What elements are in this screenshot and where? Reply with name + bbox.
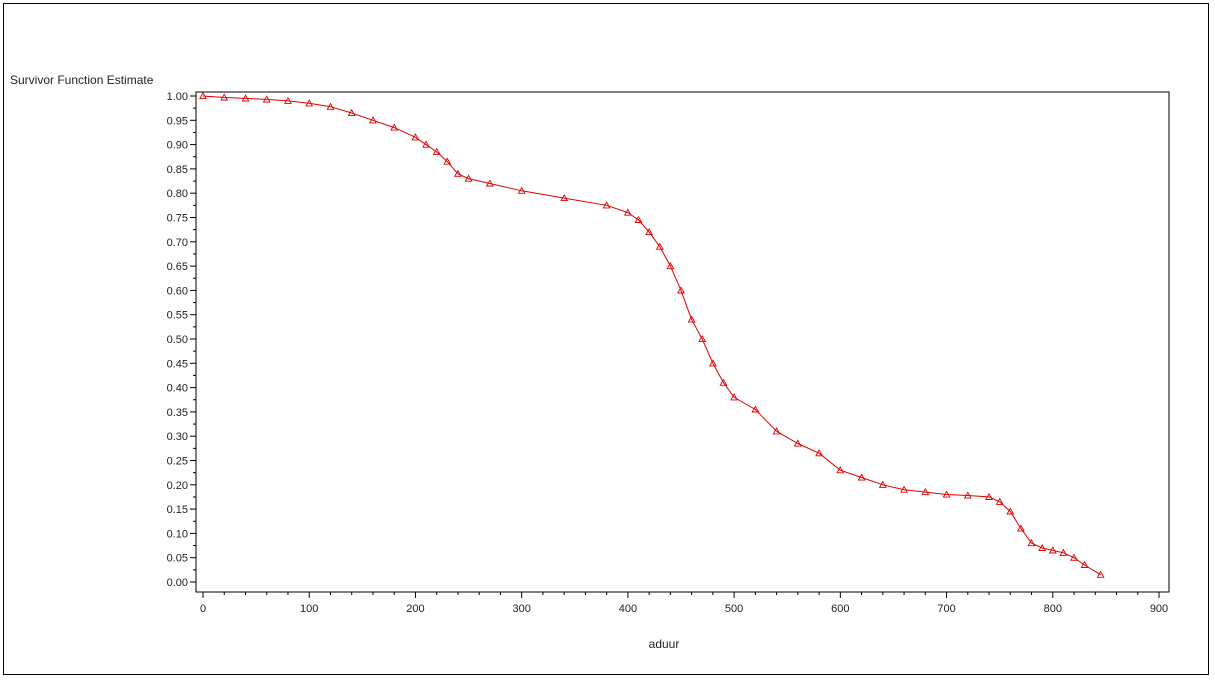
- y-tick-label: 0.65: [167, 261, 188, 273]
- y-tick-label: 1.00: [167, 91, 188, 103]
- data-point-marker: [751, 405, 760, 413]
- figure-frame: Survivor Function Estimate 0.00 0.05 0.10 0…: [3, 3, 1209, 675]
- y-axis: 0.00 0.05 0.10 0.15 0.20 0.25 0.30 0.35 0.40 0.45…: [167, 91, 196, 589]
- data-point-marker: [698, 334, 707, 343]
- x-axis: 0 100 200 300 400 500 600 700 800 900: [200, 592, 1168, 615]
- x-tick-label: 900: [1150, 603, 1168, 615]
- y-tick-label: 0.30: [167, 431, 188, 443]
- data-point-marker: [305, 99, 314, 107]
- y-tick-label: 0.25: [167, 456, 188, 468]
- x-tick-label: 300: [512, 603, 530, 615]
- data-point-marker: [241, 94, 250, 102]
- data-point-marker: [921, 487, 930, 496]
- data-point-marker: [390, 123, 399, 131]
- survival-chart: Survivor Function Estimate 0.000.050.100…: [10, 73, 1170, 651]
- data-point-marker: [1070, 553, 1078, 561]
- x-tick-label: 400: [619, 603, 637, 615]
- y-tick-label: 0.60: [167, 285, 188, 297]
- data-point-marker: [1006, 507, 1015, 515]
- y-tick-label: 0.00: [167, 577, 188, 589]
- x-tick-label: 600: [831, 603, 849, 615]
- data-point-marker: [645, 227, 654, 236]
- data-point-marker: [602, 201, 611, 209]
- data-point-marker: [284, 96, 292, 104]
- data-point-marker: [857, 473, 866, 481]
- data-point-marker: [220, 93, 229, 101]
- y-tick-label: 0.40: [167, 383, 188, 395]
- y-tick-label: 0.05: [167, 553, 188, 565]
- data-point-marker: [677, 286, 685, 294]
- data-point-marker: [878, 480, 887, 488]
- data-point-marker: [1038, 543, 1047, 551]
- data-point-marker: [1016, 524, 1025, 532]
- data-point-marker: [942, 490, 951, 498]
- data-markers: [199, 91, 1105, 578]
- data-point-marker: [453, 169, 462, 177]
- y-tick-label: 0.55: [167, 310, 188, 322]
- data-point-marker: [517, 186, 526, 194]
- data-point-marker: [708, 359, 717, 367]
- data-point-marker: [687, 315, 696, 323]
- data-point-marker: [443, 157, 452, 165]
- data-point-marker: [772, 427, 781, 435]
- data-point-marker: [655, 242, 664, 250]
- y-tick-label: 0.35: [167, 407, 188, 419]
- data-point-marker: [199, 91, 207, 100]
- y-tick-label: 0.85: [167, 164, 188, 176]
- x-tick-label: 800: [1044, 603, 1062, 615]
- y-tick-label: 0.95: [167, 115, 188, 127]
- y-tick-label: 0.90: [167, 140, 188, 152]
- data-point-marker: [262, 95, 271, 103]
- y-tick-label: 0.20: [167, 480, 188, 492]
- data-point-marker: [1048, 546, 1057, 554]
- y-axis-label: Survivor Function Estimate: [10, 73, 154, 87]
- data-point-marker: [815, 449, 824, 457]
- data-point-marker: [1096, 570, 1105, 578]
- y-tick-label: 0.75: [167, 213, 188, 225]
- data-point-marker: [666, 261, 675, 270]
- x-axis-label: aduur: [649, 637, 680, 651]
- data-point-marker: [1027, 538, 1036, 547]
- y-tick-label: 0.70: [167, 237, 188, 249]
- data-point-marker: [560, 193, 569, 202]
- plot-area: [195, 91, 1170, 593]
- data-point-marker: [793, 439, 802, 447]
- data-point-marker: [634, 215, 643, 223]
- data-point-marker: [995, 497, 1004, 505]
- y-tick-label: 0.50: [167, 334, 188, 346]
- x-tick-label: 100: [300, 603, 318, 615]
- data-point-marker: [1080, 560, 1089, 568]
- x-tick-label: 700: [937, 603, 955, 615]
- data-point-marker: [985, 492, 993, 500]
- data-point-marker: [422, 140, 431, 148]
- survival-curve-line: [202, 95, 1101, 576]
- x-tick-label: 0: [200, 603, 206, 615]
- data-point-marker: [730, 393, 739, 401]
- data-point-marker: [836, 466, 845, 474]
- y-tick-label: 0.15: [167, 504, 188, 516]
- y-tick-label: 0.45: [167, 358, 188, 370]
- data-point-marker: [485, 179, 494, 187]
- data-point-marker: [464, 174, 473, 182]
- x-tick-label: 200: [406, 603, 424, 615]
- data-point-marker: [432, 147, 441, 155]
- data-point-marker: [347, 108, 356, 117]
- data-point-marker: [1059, 548, 1068, 556]
- x-tick-label: 500: [725, 603, 743, 615]
- y-tick-label: 0.10: [167, 528, 188, 540]
- data-point-marker: [411, 133, 420, 141]
- data-point-marker: [900, 485, 909, 493]
- data-point-marker: [326, 102, 335, 110]
- data-point-marker: [623, 208, 632, 216]
- data-point-marker: [369, 116, 377, 124]
- data-point-marker: [963, 491, 972, 499]
- y-tick-label: 0.80: [167, 188, 188, 200]
- data-point-marker: [719, 378, 728, 386]
